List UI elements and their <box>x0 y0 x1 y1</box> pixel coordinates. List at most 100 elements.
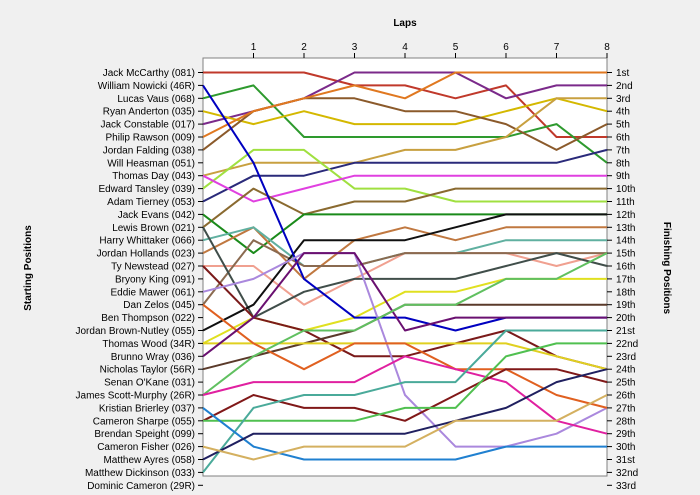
finishing-position-label: 10th <box>616 184 635 195</box>
finishing-position-label: 13th <box>616 223 635 234</box>
finishing-position-label: 24th <box>616 365 635 376</box>
starting-position-label: Philip Rawson (009) <box>106 133 196 144</box>
series-line-26 <box>202 252 607 358</box>
series-line-2 <box>202 84 608 164</box>
series-line-32 <box>202 407 607 461</box>
finishing-position-label: 9th <box>616 171 630 182</box>
starting-position-label: Jordan Falding (038) <box>103 145 195 156</box>
starting-position-label: Dan Zelos (045) <box>123 300 195 311</box>
starting-position-label: Brunno Wray (036) <box>111 352 195 363</box>
finishing-position-label: 14th <box>616 236 635 247</box>
finishing-position-label: 6th <box>616 133 630 144</box>
finishing-position-label: 7th <box>616 145 630 156</box>
starting-position-label: Jack Constable (017) <box>101 120 196 131</box>
starting-position-label: Jordan Brown-Nutley (055) <box>76 326 196 337</box>
x-tick-label: 6 <box>503 42 509 53</box>
finishing-position-label: 18th <box>616 287 635 298</box>
starting-position-label: Ryan Anderton (035) <box>103 107 195 118</box>
series-line-8 <box>202 148 608 203</box>
finishing-position-label: 33rd <box>616 481 636 492</box>
starting-position-label: James Scott-Murphy (26R) <box>76 391 195 402</box>
series-line-6 <box>202 71 607 138</box>
x-tick-label: 3 <box>352 42 358 53</box>
starting-position-label: Eddie Mawer (061) <box>111 287 195 298</box>
left-axis-title: Starting Positions <box>23 225 34 311</box>
starting-position-label: Ben Thompson (022) <box>101 313 195 324</box>
starting-position-label: Adam Tierney (053) <box>107 197 195 208</box>
series-line-4 <box>202 97 608 126</box>
series-line-13 <box>202 226 607 280</box>
series-line-22 <box>202 252 608 448</box>
finishing-position-label: 23rd <box>616 352 636 363</box>
finishing-position-label: 27th <box>616 403 635 414</box>
x-tick-label: 4 <box>402 42 408 53</box>
finishing-position-label: 2nd <box>616 81 633 92</box>
series-line-19 <box>202 213 607 332</box>
starting-position-label: Cameron Fisher (026) <box>97 442 195 453</box>
finishing-position-label: 8th <box>616 158 630 169</box>
finishing-position-label: 22nd <box>616 339 638 350</box>
series-line-25 <box>202 303 608 409</box>
starting-position-label: Edward Tansley (039) <box>98 184 195 195</box>
starting-position-label: Will Heasman (051) <box>107 158 195 169</box>
finishing-position-label: 5th <box>616 120 630 131</box>
series-line-1 <box>203 71 607 138</box>
series-line-31 <box>202 329 607 474</box>
x-axis-title: Laps <box>393 18 417 29</box>
series-line-7 <box>202 97 607 177</box>
x-tick-label: 8 <box>604 42 610 53</box>
finishing-position-label: 30th <box>616 442 635 453</box>
series-line-29 <box>202 368 608 422</box>
finishing-position-label: 16th <box>616 262 635 273</box>
series-line-16 <box>202 239 607 306</box>
starting-position-label: Jordan Hollands (023) <box>97 249 195 260</box>
finishing-position-label: 17th <box>616 274 635 285</box>
starting-position-label: Kristian Brierley (037) <box>99 403 195 414</box>
series-line-33 <box>202 368 608 461</box>
starting-position-labels: Jack McCarthy (081) William Nowicki (46R)… <box>76 68 203 492</box>
finishing-position-label: 31st <box>616 455 635 466</box>
finishing-position-label: 20th <box>616 313 635 324</box>
finishing-position-label: 11th <box>616 197 635 208</box>
finishing-position-label: 19th <box>616 300 635 311</box>
starting-position-label: Senan O'Kane (031) <box>104 378 195 389</box>
starting-position-label: Ty Newstead (027) <box>111 262 195 273</box>
starting-position-label: Jack McCarthy (081) <box>103 68 195 79</box>
starting-position-label: Thomas Day (043) <box>112 171 195 182</box>
finishing-position-label: 28th <box>616 416 635 427</box>
starting-position-label: Lucas Vaus (068) <box>117 94 195 105</box>
finishing-position-label: 21st <box>616 326 635 337</box>
finishing-position-label: 29th <box>616 429 635 440</box>
starting-position-label: Brendan Speight (099) <box>94 429 195 440</box>
series-line-27 <box>202 252 608 396</box>
starting-position-label: Matthew Dickinson (033) <box>85 468 195 479</box>
series-line-17 <box>202 226 608 319</box>
starting-position-label: Jack Evans (042) <box>118 210 195 221</box>
right-axis-title: Finishing Positions <box>661 222 672 315</box>
finishing-position-label: 25th <box>616 378 635 389</box>
starting-position-label: Harry Whittaker (066) <box>99 236 195 247</box>
series-line-30 <box>203 342 607 422</box>
finishing-position-label: 26th <box>616 391 635 402</box>
finishing-position-label: 1st <box>616 68 630 79</box>
finishing-position-label: 12th <box>616 210 635 221</box>
finishing-position-label: 4th <box>616 107 630 118</box>
starting-position-label: Matthew Ayres (058) <box>103 455 195 466</box>
series-line-34 <box>202 394 608 461</box>
x-axis-ticks: 1 2 3 4 5 6 7 8 <box>251 42 610 58</box>
finishing-position-label: 3rd <box>616 94 630 105</box>
starting-position-label: Lewis Brown (021) <box>112 223 195 234</box>
series-line-28 <box>202 355 608 435</box>
x-tick-label: 7 <box>554 42 560 53</box>
series-lines <box>202 71 608 474</box>
finishing-position-label: 15th <box>616 249 635 260</box>
finishing-position-label: 32nd <box>616 468 638 479</box>
starting-position-label: William Nowicki (46R) <box>98 81 195 92</box>
x-tick-label: 1 <box>251 42 257 53</box>
starting-position-label: Bryony King (091) <box>115 274 195 285</box>
starting-position-label: Cameron Sharpe (055) <box>93 416 195 427</box>
starting-position-label: Nicholas Taylor (56R) <box>100 365 195 376</box>
starting-position-label: Dominic Cameron (29R) <box>87 481 195 492</box>
